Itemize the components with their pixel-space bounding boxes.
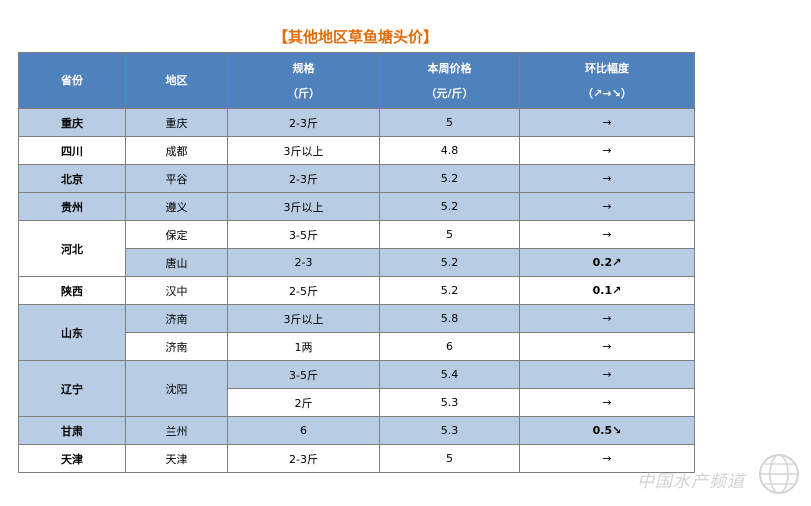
change-cell: → (519, 388, 695, 417)
price-cell: 4.8 (379, 136, 520, 165)
area-cell: 沈阳 (125, 360, 228, 417)
spec-cell: 3斤以上 (227, 192, 380, 221)
change-cell-up: 0.1↗ (519, 276, 695, 305)
change-cell: → (519, 304, 695, 333)
spec-cell: 2-3斤 (227, 444, 380, 473)
spec-cell: 2斤 (227, 388, 380, 417)
spec-cell: 3-5斤 (227, 360, 380, 389)
table-row: 四川 成都 3斤以上 4.8 → (18, 136, 695, 165)
price-cell: 5.2 (379, 192, 520, 221)
province-cell: 天津 (18, 444, 126, 473)
province-cell: 河北 (18, 220, 126, 277)
table-row: 重庆 重庆 2-3斤 5 → (18, 108, 695, 137)
price-cell: 5 (379, 220, 520, 249)
spec-cell: 2-3斤 (227, 108, 380, 137)
province-cell: 甘肃 (18, 416, 126, 445)
province-cell: 陕西 (18, 276, 126, 305)
table-header-row: 省份 地区 规格 （斤） 本周价格 （元/斤） 环比幅度 （↗→↘） (18, 52, 695, 109)
table-row: 河北 保定 3-5斤 5 → (18, 220, 695, 277)
header-spec: 规格 （斤） (227, 52, 380, 109)
table-row: 贵州 遵义 3斤以上 5.2 → (18, 192, 695, 221)
spec-cell: 2-5斤 (227, 276, 380, 305)
spec-cell: 3-5斤 (227, 220, 380, 249)
price-cell: 6 (379, 332, 520, 361)
change-cell: → (519, 192, 695, 221)
price-cell: 5.3 (379, 388, 520, 417)
price-cell: 5.2 (379, 276, 520, 305)
header-change: 环比幅度 （↗→↘） (519, 52, 695, 109)
area-cell: 天津 (125, 444, 228, 473)
province-cell: 辽宁 (18, 360, 126, 417)
change-cell: → (519, 136, 695, 165)
spec-cell: 2-3 (227, 248, 380, 277)
area-cell: 成都 (125, 136, 228, 165)
change-cell: → (519, 332, 695, 361)
change-cell: → (519, 360, 695, 389)
spec-cell: 6 (227, 416, 380, 445)
header-area: 地区 (125, 52, 228, 109)
header-province: 省份 (18, 52, 126, 109)
spec-cell: 2-3斤 (227, 164, 380, 193)
area-cell: 汉中 (125, 276, 228, 305)
table-row: 甘肃 兰州 6 5.3 0.5↘ (18, 416, 695, 445)
price-cell: 5.2 (379, 164, 520, 193)
price-cell: 5.8 (379, 304, 520, 333)
header-price: 本周价格 （元/斤） (379, 52, 520, 109)
area-cell: 重庆 (125, 108, 228, 137)
watermark-globe-icon (759, 454, 799, 494)
province-cell: 山东 (18, 304, 126, 361)
change-cell: → (519, 444, 695, 473)
change-cell-up: 0.2↗ (519, 248, 695, 277)
price-cell: 5 (379, 108, 520, 137)
table-row: 山东 济南 3斤以上 5.8 → (18, 304, 695, 361)
table-row: 天津 天津 2-3斤 5 → (18, 444, 695, 473)
table-row: 辽宁 沈阳 3-5斤 5.4 → (18, 360, 695, 417)
spec-cell: 1两 (227, 332, 380, 361)
province-cell: 重庆 (18, 108, 126, 137)
table-row: 北京 平谷 2-3斤 5.2 → (18, 164, 695, 193)
area-cell: 兰州 (125, 416, 228, 445)
area-cell: 济南 (125, 332, 228, 361)
change-cell: → (519, 108, 695, 137)
change-cell-down: 0.5↘ (519, 416, 695, 445)
province-cell: 北京 (18, 164, 126, 193)
province-cell: 四川 (18, 136, 126, 165)
area-cell: 遵义 (125, 192, 228, 221)
page-title: 【其他地区草鱼塘头价】 (272, 28, 438, 46)
spec-cell: 3斤以上 (227, 304, 380, 333)
area-cell: 保定 (125, 220, 228, 249)
table-row: 陕西 汉中 2-5斤 5.2 0.1↗ (18, 276, 695, 305)
price-cell: 5.2 (379, 248, 520, 277)
area-cell: 济南 (125, 304, 228, 333)
table-row: 唐山 2-3 5.2 0.2↗ (19, 248, 695, 277)
spec-cell: 3斤以上 (227, 136, 380, 165)
change-cell: → (519, 164, 695, 193)
province-cell: 贵州 (18, 192, 126, 221)
change-cell: → (519, 220, 695, 249)
table-row: 济南 1两 6 → (19, 332, 695, 361)
watermark-text: 中国水产频道 (637, 472, 745, 492)
area-cell: 平谷 (125, 164, 228, 193)
price-cell: 5 (379, 444, 520, 473)
price-table: 省份 地区 规格 （斤） 本周价格 （元/斤） 环比幅度 （↗→↘） 重庆 重庆 2-… (18, 52, 695, 473)
area-cell: 唐山 (125, 248, 228, 277)
price-cell: 5.3 (379, 416, 520, 445)
price-cell: 5.4 (379, 360, 520, 389)
